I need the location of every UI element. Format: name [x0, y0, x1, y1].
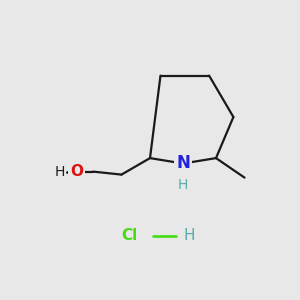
- Text: O: O: [70, 164, 83, 179]
- Text: Cl: Cl: [122, 228, 138, 243]
- Text: H: H: [55, 165, 65, 178]
- Text: H: H: [184, 228, 195, 243]
- Text: H: H: [178, 178, 188, 192]
- Text: N: N: [176, 154, 190, 172]
